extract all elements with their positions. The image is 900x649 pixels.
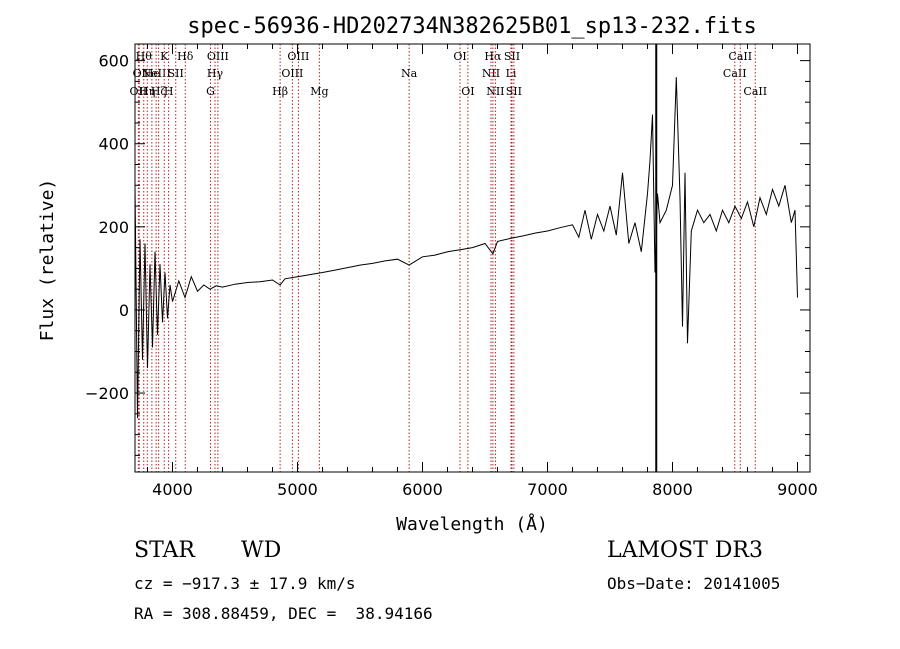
x-tick-label: 8000 [652,480,693,499]
line-marker-label: OI [133,67,146,80]
x-tick-label: 6000 [402,480,443,499]
plot-axes: 4000 5000 6000 7000 8000 9000 −200 0 200 400 600 [85,43,818,499]
y-axis-label: Flux (relative) [37,179,58,342]
line-marker-label: OII [130,85,148,98]
line-marker-label: Na [401,67,418,80]
chart-title: spec-56936-HD202734N382625B01_sp13-232.f… [187,14,757,39]
x-tick-label: 5000 [277,480,318,499]
y-tick-label: −200 [85,384,129,403]
y-tick-label: 400 [98,135,129,154]
spectrum-line [134,77,798,419]
line-marker-label: H [164,85,174,98]
redshift-readout: cz = −917.3 ± 17.9 km/s [134,574,356,593]
line-marker-label: Hβ [272,85,288,98]
line-marker-label: SII [506,85,522,98]
line-marker-label: Hθ [136,50,153,63]
line-marker-label: CaII [743,85,767,98]
emission-line-markers: OIIOIHθHηHeNeIIIHζKHSIIHδGHγOIIIHβOIIIOI… [130,44,767,472]
line-marker-label: SII [168,67,184,80]
line-marker-label: Hδ [177,50,194,63]
line-marker-label: G [206,85,215,98]
line-marker-label: NeIII [142,67,171,80]
line-marker-label: Hγ [207,67,224,80]
line-marker-label: OIII [281,67,303,80]
line-marker-label: Hζ [151,85,167,98]
line-marker-label: OI [453,50,466,63]
x-tick-label: 4000 [152,480,193,499]
y-tick-label: 600 [98,52,129,71]
x-axis-label: Wavelength (Å) [396,513,548,535]
line-marker-label: OI [461,85,474,98]
obs-date: Obs−Date: 20141005 [607,574,781,593]
x-tick-label: 9000 [777,480,818,499]
line-marker-label: NII [486,85,504,98]
object-class: STAR [134,538,195,563]
plot-frame [134,43,811,473]
line-marker-label: Li [506,67,517,80]
line-marker-label: K [160,50,169,63]
survey-name: LAMOST DR3 [607,538,763,563]
spectrum-series [134,44,798,472]
x-tick-label: 7000 [527,480,568,499]
y-tick-label: 0 [119,301,129,320]
y-tick-label: 200 [98,218,129,237]
line-marker-label: SII [504,50,520,63]
line-marker-label: Hα [484,50,502,63]
line-marker-label: OIII [207,50,229,63]
line-marker-label: NII [482,67,500,80]
line-marker-label: Hη [139,85,155,98]
line-marker-label: CaII [728,50,752,63]
line-marker-label: CaII [723,67,747,80]
line-marker-label: OIII [287,50,309,63]
line-marker-label: Mg [310,85,328,98]
object-subclass: WD [241,538,282,563]
coordinates: RA = 308.88459, DEC = 38.94166 [134,604,433,623]
